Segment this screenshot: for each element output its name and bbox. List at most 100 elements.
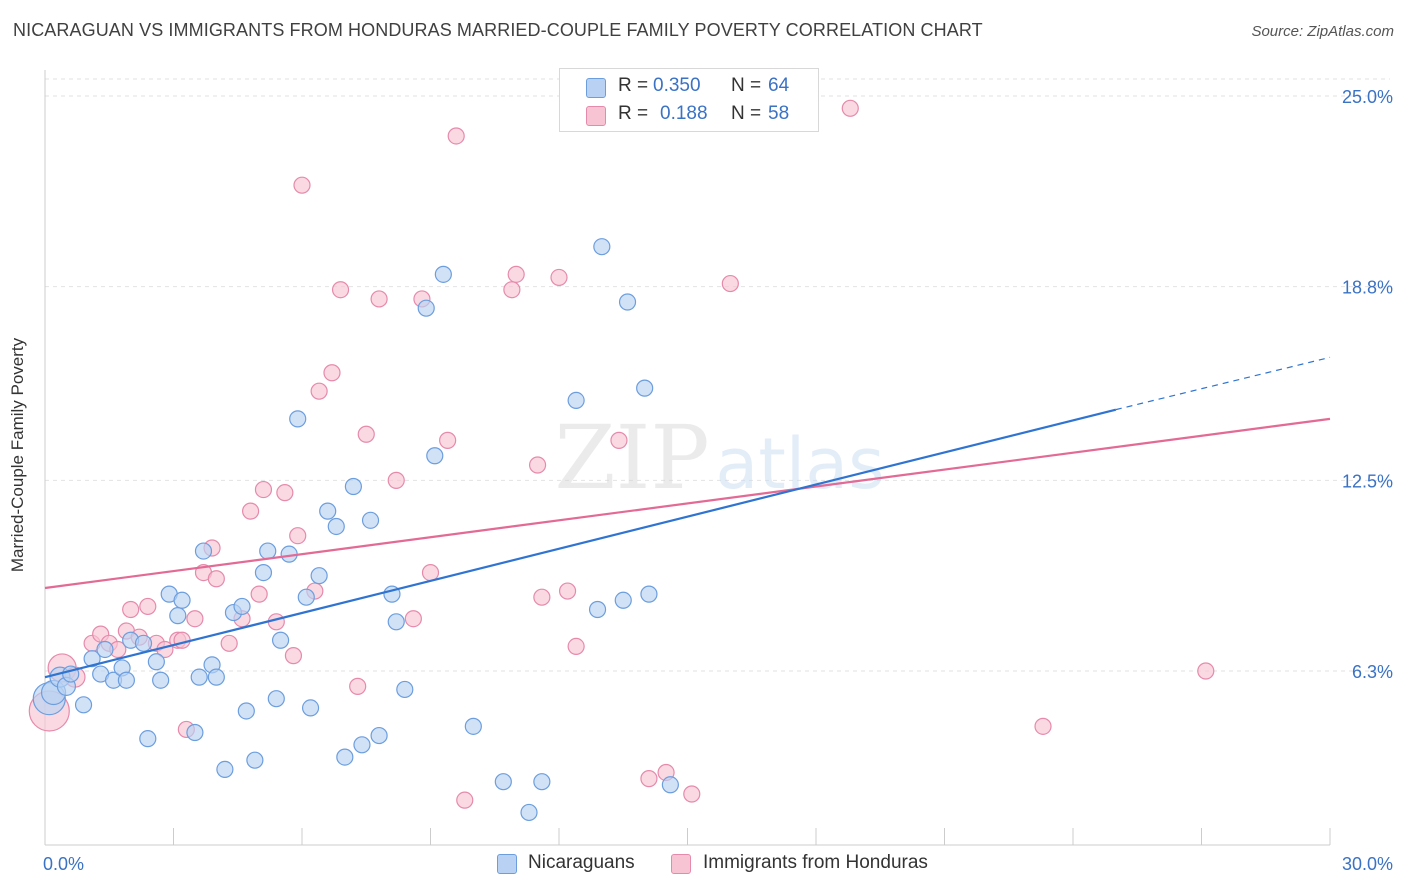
data-point (361, 511, 380, 529)
trend-lines (44, 356, 1331, 679)
bottom-legend-swatch-pink (671, 854, 691, 874)
legend-row-nicaraguans: R = 0.350 N = 64 (560, 73, 818, 101)
data-point (331, 281, 350, 299)
data-point (83, 650, 101, 668)
chart-title: NICARAGUAN VS IMMIGRANTS FROM HONDURAS M… (13, 20, 983, 40)
data-point (259, 542, 277, 560)
data-point (721, 274, 739, 293)
data-point (494, 773, 512, 791)
gridlines (45, 78, 1390, 672)
data-point (267, 690, 285, 708)
data-point (614, 591, 632, 609)
data-point (122, 600, 140, 619)
y-tick-label: 6.3% (1352, 662, 1393, 682)
data-point (323, 364, 341, 382)
data-point (528, 456, 547, 474)
legend-n-label: N = (731, 75, 762, 96)
legend-n-value: 64 (768, 75, 790, 96)
data-point (242, 502, 260, 520)
data-point (237, 702, 255, 720)
trend-line-honduras (44, 417, 1331, 590)
data-point (147, 653, 165, 671)
source-note: Source: ZipAtlas.com (1251, 23, 1394, 40)
data-point (683, 785, 701, 803)
data-point (139, 730, 157, 748)
legend-r-label: R = (618, 75, 649, 96)
data-point (503, 281, 521, 299)
data-point (640, 770, 658, 788)
data-point (271, 631, 290, 649)
data-point (370, 726, 388, 745)
data-point (194, 542, 213, 560)
data-point (421, 564, 440, 582)
data-point (293, 176, 311, 194)
data-point (1034, 717, 1052, 735)
data-point (370, 290, 388, 308)
data-point (439, 431, 457, 449)
data-point (246, 751, 264, 769)
data-point (220, 634, 238, 652)
data-point (276, 484, 294, 502)
data-point (533, 588, 551, 606)
data-point (610, 431, 628, 449)
data-point (173, 591, 191, 609)
data-point (588, 600, 607, 619)
data-point (349, 677, 367, 695)
data-point (558, 582, 577, 600)
data-point (618, 293, 637, 311)
data-point (233, 597, 251, 616)
legend-r-label: R = (618, 103, 649, 124)
data-point (117, 671, 135, 689)
trend-line-nicaraguans-projection (1115, 356, 1331, 411)
legend-swatch-blue (586, 78, 606, 98)
trend-line-nicaraguans (44, 408, 1117, 679)
data-point (520, 803, 538, 822)
data-point (507, 265, 525, 283)
x-tick-label: 30.0% (1342, 854, 1393, 874)
data-point (139, 597, 157, 616)
data-point (254, 564, 273, 582)
data-point (289, 410, 307, 428)
watermark-zip: ZIP (554, 406, 709, 509)
data-point (447, 127, 465, 145)
data-point (464, 717, 482, 735)
data-point (310, 382, 328, 400)
data-point (841, 99, 859, 117)
data-point (254, 480, 273, 499)
data-point (1197, 662, 1215, 680)
data-point (301, 699, 320, 717)
legend-r-value: 0.188 (660, 103, 708, 124)
data-point (387, 613, 405, 631)
data-point (207, 570, 225, 588)
data-point (289, 527, 307, 545)
data-point (636, 379, 654, 397)
data-point (567, 391, 585, 410)
data-point (550, 268, 568, 287)
data-point (186, 723, 204, 742)
data-point (190, 668, 208, 686)
legend-n-label: N = (731, 103, 762, 124)
data-point (96, 640, 114, 659)
data-point (417, 299, 435, 317)
bottom-legend-label: Immigrants from Honduras (703, 852, 928, 873)
data-point (640, 585, 658, 603)
data-point (593, 238, 611, 256)
x-tick-labels: 0.0% 30.0% (43, 854, 1393, 874)
watermark: ZIP atlas (554, 406, 884, 509)
data-point (250, 585, 268, 603)
legend-swatch-pink (586, 106, 606, 126)
data-point (152, 671, 170, 689)
y-tick-label: 25.0% (1342, 87, 1393, 107)
data-point (297, 588, 315, 606)
legend-r-value: 0.350 (653, 75, 701, 96)
y-tick-label: 18.8% (1342, 278, 1393, 298)
data-point (169, 607, 187, 625)
data-point (344, 477, 362, 496)
legend-n-value: 58 (768, 103, 790, 124)
series-nicaraguans-points (32, 238, 679, 822)
data-point (533, 773, 551, 791)
data-point (310, 567, 328, 585)
data-point (319, 502, 337, 520)
x-tick-label: 0.0% (43, 854, 84, 874)
